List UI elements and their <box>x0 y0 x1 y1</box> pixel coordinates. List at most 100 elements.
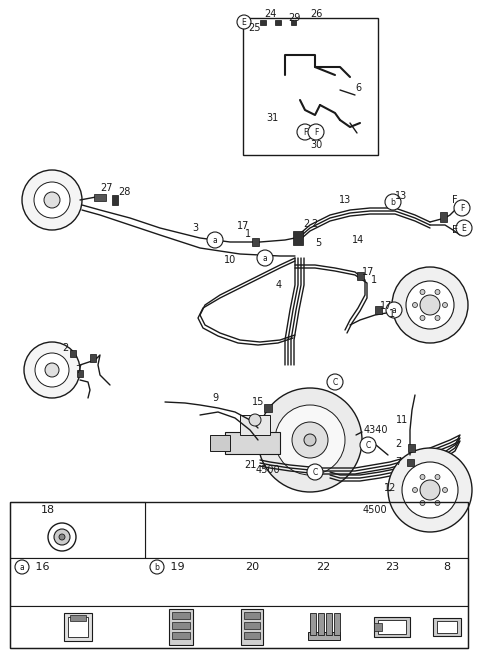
Text: E: E <box>241 17 246 27</box>
Circle shape <box>327 374 343 390</box>
Circle shape <box>150 560 164 574</box>
Circle shape <box>237 15 251 29</box>
Circle shape <box>48 523 76 551</box>
Bar <box>440 212 446 222</box>
Circle shape <box>420 480 440 500</box>
Bar <box>168 609 192 645</box>
Bar <box>357 272 363 280</box>
Circle shape <box>420 501 425 505</box>
Text: 11: 11 <box>396 415 408 425</box>
Text: 6: 6 <box>355 83 361 93</box>
Circle shape <box>45 363 59 377</box>
Circle shape <box>22 170 82 230</box>
Text: 16: 16 <box>32 562 49 572</box>
Text: C: C <box>312 467 318 477</box>
Circle shape <box>435 315 440 321</box>
Bar <box>244 612 260 619</box>
Circle shape <box>308 124 324 140</box>
Bar <box>112 195 118 205</box>
Text: 2: 2 <box>395 439 401 449</box>
Text: 7: 7 <box>75 365 81 375</box>
Bar <box>63 613 92 641</box>
Bar <box>243 18 378 155</box>
Circle shape <box>307 464 323 480</box>
Bar <box>378 620 406 634</box>
Circle shape <box>435 501 440 505</box>
Circle shape <box>406 281 454 329</box>
Text: 4: 4 <box>276 280 282 290</box>
Circle shape <box>35 353 69 387</box>
Circle shape <box>420 315 425 321</box>
Text: F: F <box>452 195 458 205</box>
Circle shape <box>412 487 418 493</box>
Bar <box>171 622 190 629</box>
Bar <box>308 632 339 640</box>
Bar <box>244 632 260 639</box>
Circle shape <box>24 342 80 398</box>
Text: 30: 30 <box>310 140 322 150</box>
Bar <box>374 623 382 631</box>
Bar <box>252 238 259 246</box>
Bar <box>407 459 413 465</box>
Text: 1: 1 <box>389 309 395 319</box>
Text: 17: 17 <box>237 221 249 231</box>
Bar <box>10 606 468 648</box>
Bar <box>171 632 190 639</box>
Text: 1: 1 <box>245 229 251 239</box>
Text: 21: 21 <box>244 460 256 470</box>
Bar <box>264 404 272 412</box>
Text: 23: 23 <box>385 562 399 572</box>
Bar <box>77 369 83 376</box>
Text: 31: 31 <box>266 113 278 123</box>
Circle shape <box>443 487 447 493</box>
Circle shape <box>420 295 440 315</box>
Bar <box>94 193 106 201</box>
Bar <box>374 306 382 314</box>
Circle shape <box>454 200 470 216</box>
Text: a: a <box>20 562 24 572</box>
Bar <box>310 613 315 635</box>
Circle shape <box>420 475 425 479</box>
Text: E: E <box>452 225 458 235</box>
Circle shape <box>304 434 316 446</box>
Text: 24: 24 <box>264 9 276 19</box>
Text: b: b <box>155 562 159 572</box>
Bar <box>240 415 270 435</box>
Circle shape <box>435 475 440 479</box>
Bar <box>408 444 415 452</box>
Bar <box>171 612 190 619</box>
Text: 17: 17 <box>380 301 392 311</box>
Text: 19: 19 <box>167 562 185 572</box>
Text: 2: 2 <box>311 219 317 229</box>
Circle shape <box>402 462 458 518</box>
Text: 13: 13 <box>339 195 351 205</box>
Text: 4500: 4500 <box>256 465 280 475</box>
Text: a: a <box>392 305 396 315</box>
Text: 4340: 4340 <box>364 425 388 435</box>
Text: 1: 1 <box>371 275 377 285</box>
Bar <box>10 502 468 648</box>
Text: C: C <box>332 378 337 386</box>
Circle shape <box>392 267 468 343</box>
Bar <box>290 19 296 25</box>
Circle shape <box>435 290 440 295</box>
Text: 28: 28 <box>118 187 131 197</box>
Text: C: C <box>365 440 371 450</box>
Bar <box>436 621 456 633</box>
Circle shape <box>34 182 70 218</box>
Text: b: b <box>391 197 396 207</box>
Text: 8: 8 <box>443 562 450 572</box>
Circle shape <box>258 388 362 492</box>
Circle shape <box>420 290 425 295</box>
Circle shape <box>360 437 376 453</box>
Text: 3: 3 <box>192 223 198 233</box>
Bar <box>260 19 266 25</box>
Text: a: a <box>263 254 267 262</box>
Bar <box>334 613 339 635</box>
Circle shape <box>385 194 401 210</box>
Bar <box>244 622 260 629</box>
Circle shape <box>292 422 328 458</box>
Circle shape <box>456 220 472 236</box>
Bar <box>374 617 410 637</box>
Circle shape <box>54 529 70 545</box>
